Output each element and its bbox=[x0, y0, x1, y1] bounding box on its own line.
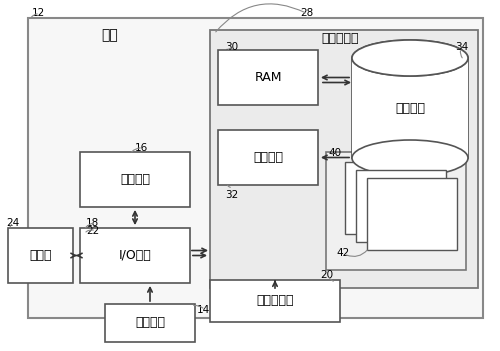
Text: 16: 16 bbox=[135, 143, 148, 153]
Text: 34: 34 bbox=[455, 42, 468, 52]
Bar bbox=[210, 30, 478, 288]
Bar bbox=[352, 58, 468, 158]
Bar bbox=[105, 304, 195, 342]
Text: 22: 22 bbox=[86, 226, 99, 236]
Text: 28: 28 bbox=[300, 8, 313, 18]
Text: 14: 14 bbox=[197, 305, 210, 315]
Bar bbox=[80, 228, 190, 283]
Ellipse shape bbox=[352, 40, 468, 76]
Bar bbox=[326, 152, 466, 270]
Bar bbox=[80, 152, 190, 207]
Text: 网络适配器: 网络适配器 bbox=[256, 294, 294, 307]
Bar bbox=[345, 162, 435, 234]
Text: 32: 32 bbox=[225, 190, 238, 200]
Text: 处理单元: 处理单元 bbox=[120, 173, 150, 186]
Ellipse shape bbox=[352, 140, 468, 176]
Text: 系统存储器: 系统存储器 bbox=[321, 32, 359, 45]
Text: 40: 40 bbox=[328, 148, 341, 158]
Text: RAM: RAM bbox=[254, 71, 282, 84]
Text: 显示器: 显示器 bbox=[29, 249, 52, 262]
Text: 12: 12 bbox=[32, 8, 45, 18]
Bar bbox=[28, 18, 483, 318]
Bar bbox=[218, 50, 318, 105]
Text: 42: 42 bbox=[336, 248, 349, 258]
Bar bbox=[367, 178, 457, 250]
Text: 30: 30 bbox=[225, 42, 238, 52]
Text: I/O接口: I/O接口 bbox=[118, 249, 152, 262]
Ellipse shape bbox=[352, 40, 468, 76]
Bar bbox=[218, 130, 318, 185]
Text: 存储系统: 存储系统 bbox=[395, 101, 425, 114]
Text: 设备: 设备 bbox=[102, 28, 118, 42]
Bar bbox=[8, 228, 73, 283]
Bar bbox=[210, 280, 340, 322]
Text: 高速缓存: 高速缓存 bbox=[253, 151, 283, 164]
Bar bbox=[356, 170, 446, 242]
Text: 20: 20 bbox=[320, 270, 333, 280]
Text: 外部设备: 外部设备 bbox=[135, 317, 165, 330]
Text: 18: 18 bbox=[86, 218, 99, 228]
Text: 24: 24 bbox=[6, 218, 19, 228]
